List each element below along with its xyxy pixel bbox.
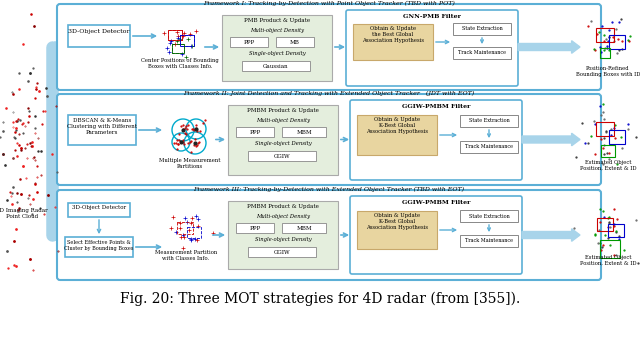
Bar [230, 37, 268, 47]
Bar [180, 35, 194, 46]
Text: GGIW-PMBM Filter: GGIW-PMBM Filter [402, 200, 470, 205]
Text: Multi-object Density: Multi-object Density [256, 214, 310, 219]
Bar [460, 115, 518, 127]
Text: State Extraction: State Extraction [468, 119, 509, 123]
Bar [228, 201, 338, 269]
Text: 4D Imaging Radar
Point Cloud: 4D Imaging Radar Point Cloud [0, 208, 48, 219]
Text: Multiple Measurement
Partitions: Multiple Measurement Partitions [159, 158, 221, 169]
Text: PMBM Product & Update: PMBM Product & Update [247, 108, 319, 113]
Text: 3D-Object Detector: 3D-Object Detector [72, 204, 126, 210]
Bar [187, 227, 201, 238]
Bar [460, 141, 518, 153]
FancyArrow shape [52, 134, 62, 145]
Bar [596, 28, 614, 42]
Text: DBSCAN & K-Means
Clustering with Different
Parameters: DBSCAN & K-Means Clustering with Differe… [67, 118, 137, 135]
Bar [172, 44, 184, 53]
FancyBboxPatch shape [57, 4, 601, 90]
FancyBboxPatch shape [346, 10, 518, 86]
Bar [248, 151, 316, 161]
Bar [276, 37, 314, 47]
FancyArrow shape [522, 133, 580, 146]
FancyBboxPatch shape [57, 94, 601, 185]
Text: Obtain & Update
K-Best Global
Association Hypothesis: Obtain & Update K-Best Global Associatio… [366, 213, 428, 230]
Bar [168, 30, 182, 40]
Bar [453, 23, 511, 35]
FancyBboxPatch shape [57, 190, 601, 280]
Text: Fig. 20: Three MOT strategies for 4D radar (from [355]).: Fig. 20: Three MOT strategies for 4D rad… [120, 292, 520, 306]
Text: Obtain & Update
the Best Global
Association Hypothesis: Obtain & Update the Best Global Associat… [362, 26, 424, 43]
Text: Gaussian: Gaussian [263, 64, 289, 69]
FancyBboxPatch shape [350, 100, 522, 180]
Text: State Extraction: State Extraction [468, 214, 509, 218]
Bar [236, 127, 274, 137]
Text: Framework II: Joint Detection and Tracking with Extended Object Tracker   (JDT w: Framework II: Joint Detection and Tracki… [184, 91, 475, 96]
Text: Position-Refined
Bounding Boxes with ID: Position-Refined Bounding Boxes with ID [576, 66, 640, 77]
Text: PPP: PPP [250, 129, 260, 135]
Bar [68, 115, 136, 145]
Text: Framework I: Tracking-by-Detection with Point Object Tracker (TBD with POT): Framework I: Tracking-by-Detection with … [203, 1, 455, 6]
FancyArrow shape [52, 230, 62, 240]
Text: PPP: PPP [243, 40, 255, 45]
Text: PMB Product & Update: PMB Product & Update [244, 18, 310, 23]
Bar [222, 15, 332, 81]
Text: Multi-object Density: Multi-object Density [256, 118, 310, 123]
Bar [177, 222, 193, 234]
Bar [453, 47, 511, 59]
Bar [600, 48, 610, 58]
Bar [282, 223, 326, 233]
Text: GGIW: GGIW [274, 153, 291, 159]
Bar [172, 44, 184, 53]
Text: Framework III: Tracking-by-Detection with Extended Object Tracker (TBD with EOT): Framework III: Tracking-by-Detection wit… [193, 187, 465, 192]
Text: Obtain & Update
K-Best Global
Association Hypothesis: Obtain & Update K-Best Global Associatio… [366, 117, 428, 134]
Text: Track Maintenance: Track Maintenance [458, 50, 506, 55]
Bar [601, 145, 615, 157]
Bar [596, 122, 614, 136]
Text: Single-object Density: Single-object Density [255, 237, 312, 242]
Bar [65, 237, 133, 257]
Bar [353, 24, 433, 60]
FancyArrow shape [518, 41, 580, 53]
Text: GNN-PMB Filter: GNN-PMB Filter [403, 14, 461, 19]
Bar [168, 30, 182, 40]
Bar [609, 130, 625, 144]
Bar [600, 240, 620, 258]
Text: Single-object Density: Single-object Density [248, 51, 305, 56]
Text: State Extraction: State Extraction [461, 26, 502, 31]
Bar [460, 210, 518, 222]
Text: Multi-object Density: Multi-object Density [250, 28, 304, 33]
Text: PPP: PPP [250, 225, 260, 231]
Text: Track Maintenance: Track Maintenance [465, 239, 513, 243]
Text: Select Effective Points &
Cluster by Bounding Boxes: Select Effective Points & Cluster by Bou… [64, 240, 134, 251]
Text: PMBM Product & Update: PMBM Product & Update [247, 204, 319, 209]
Bar [608, 224, 624, 237]
Bar [597, 218, 613, 231]
FancyArrow shape [522, 229, 580, 241]
Text: Center Positions of Bounding
Boxes with Classes Info.: Center Positions of Bounding Boxes with … [141, 58, 219, 69]
Text: Measurement Partition
with Classes Info.: Measurement Partition with Classes Info. [155, 250, 217, 261]
Text: Track Maintenance: Track Maintenance [465, 145, 513, 149]
Bar [180, 35, 194, 46]
Text: GGIW-PMBM Filter: GGIW-PMBM Filter [402, 104, 470, 109]
FancyArrow shape [52, 42, 62, 52]
Bar [609, 35, 625, 49]
Bar [357, 115, 437, 155]
Bar [68, 203, 130, 217]
Bar [357, 211, 437, 249]
Text: GGIW: GGIW [274, 249, 291, 255]
FancyBboxPatch shape [350, 196, 522, 274]
Text: Single-object Density: Single-object Density [255, 141, 312, 146]
Text: MBM: MBM [296, 129, 312, 135]
Text: Estimated Object
Position, Extent & ID: Estimated Object Position, Extent & ID [580, 255, 636, 266]
Text: MB: MB [290, 40, 300, 45]
Bar [248, 247, 316, 257]
Bar [228, 105, 338, 175]
Bar [236, 223, 274, 233]
Bar [242, 61, 310, 71]
Text: Estimated Object
Position, Extent & ID: Estimated Object Position, Extent & ID [580, 160, 636, 171]
Bar [460, 235, 518, 247]
Bar [68, 25, 130, 47]
Text: MBM: MBM [296, 225, 312, 231]
Bar [282, 127, 326, 137]
Text: 3D-Object Detector: 3D-Object Detector [68, 29, 130, 34]
